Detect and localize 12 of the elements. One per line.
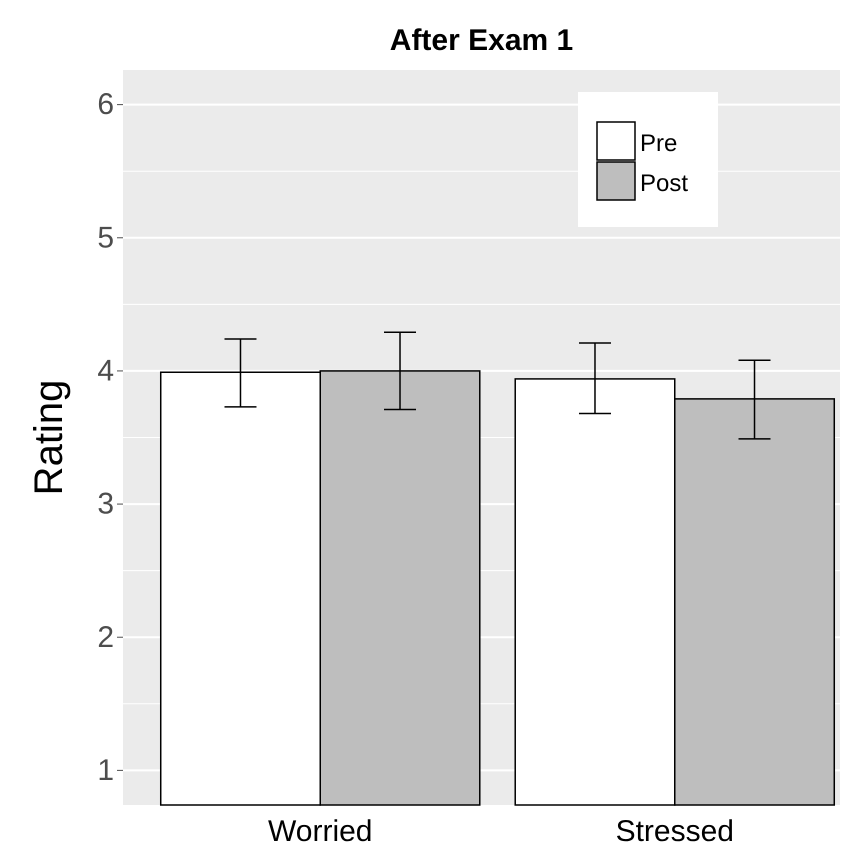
- x-tick-label: Worried: [268, 815, 372, 848]
- y-tick-label: 4: [97, 354, 114, 388]
- legend-label: Post: [640, 170, 688, 197]
- y-tick-label: 3: [97, 488, 114, 521]
- x-tick-label: Stressed: [616, 815, 734, 848]
- y-axis-title: Rating: [27, 380, 71, 496]
- y-tick-label: 5: [97, 221, 114, 254]
- chart-title: After Exam 1: [390, 24, 574, 57]
- y-tick-label: 2: [97, 620, 114, 654]
- y-tick-label: 6: [97, 88, 114, 122]
- legend-label: Pre: [640, 130, 678, 157]
- y-tick-label: 1: [97, 754, 114, 787]
